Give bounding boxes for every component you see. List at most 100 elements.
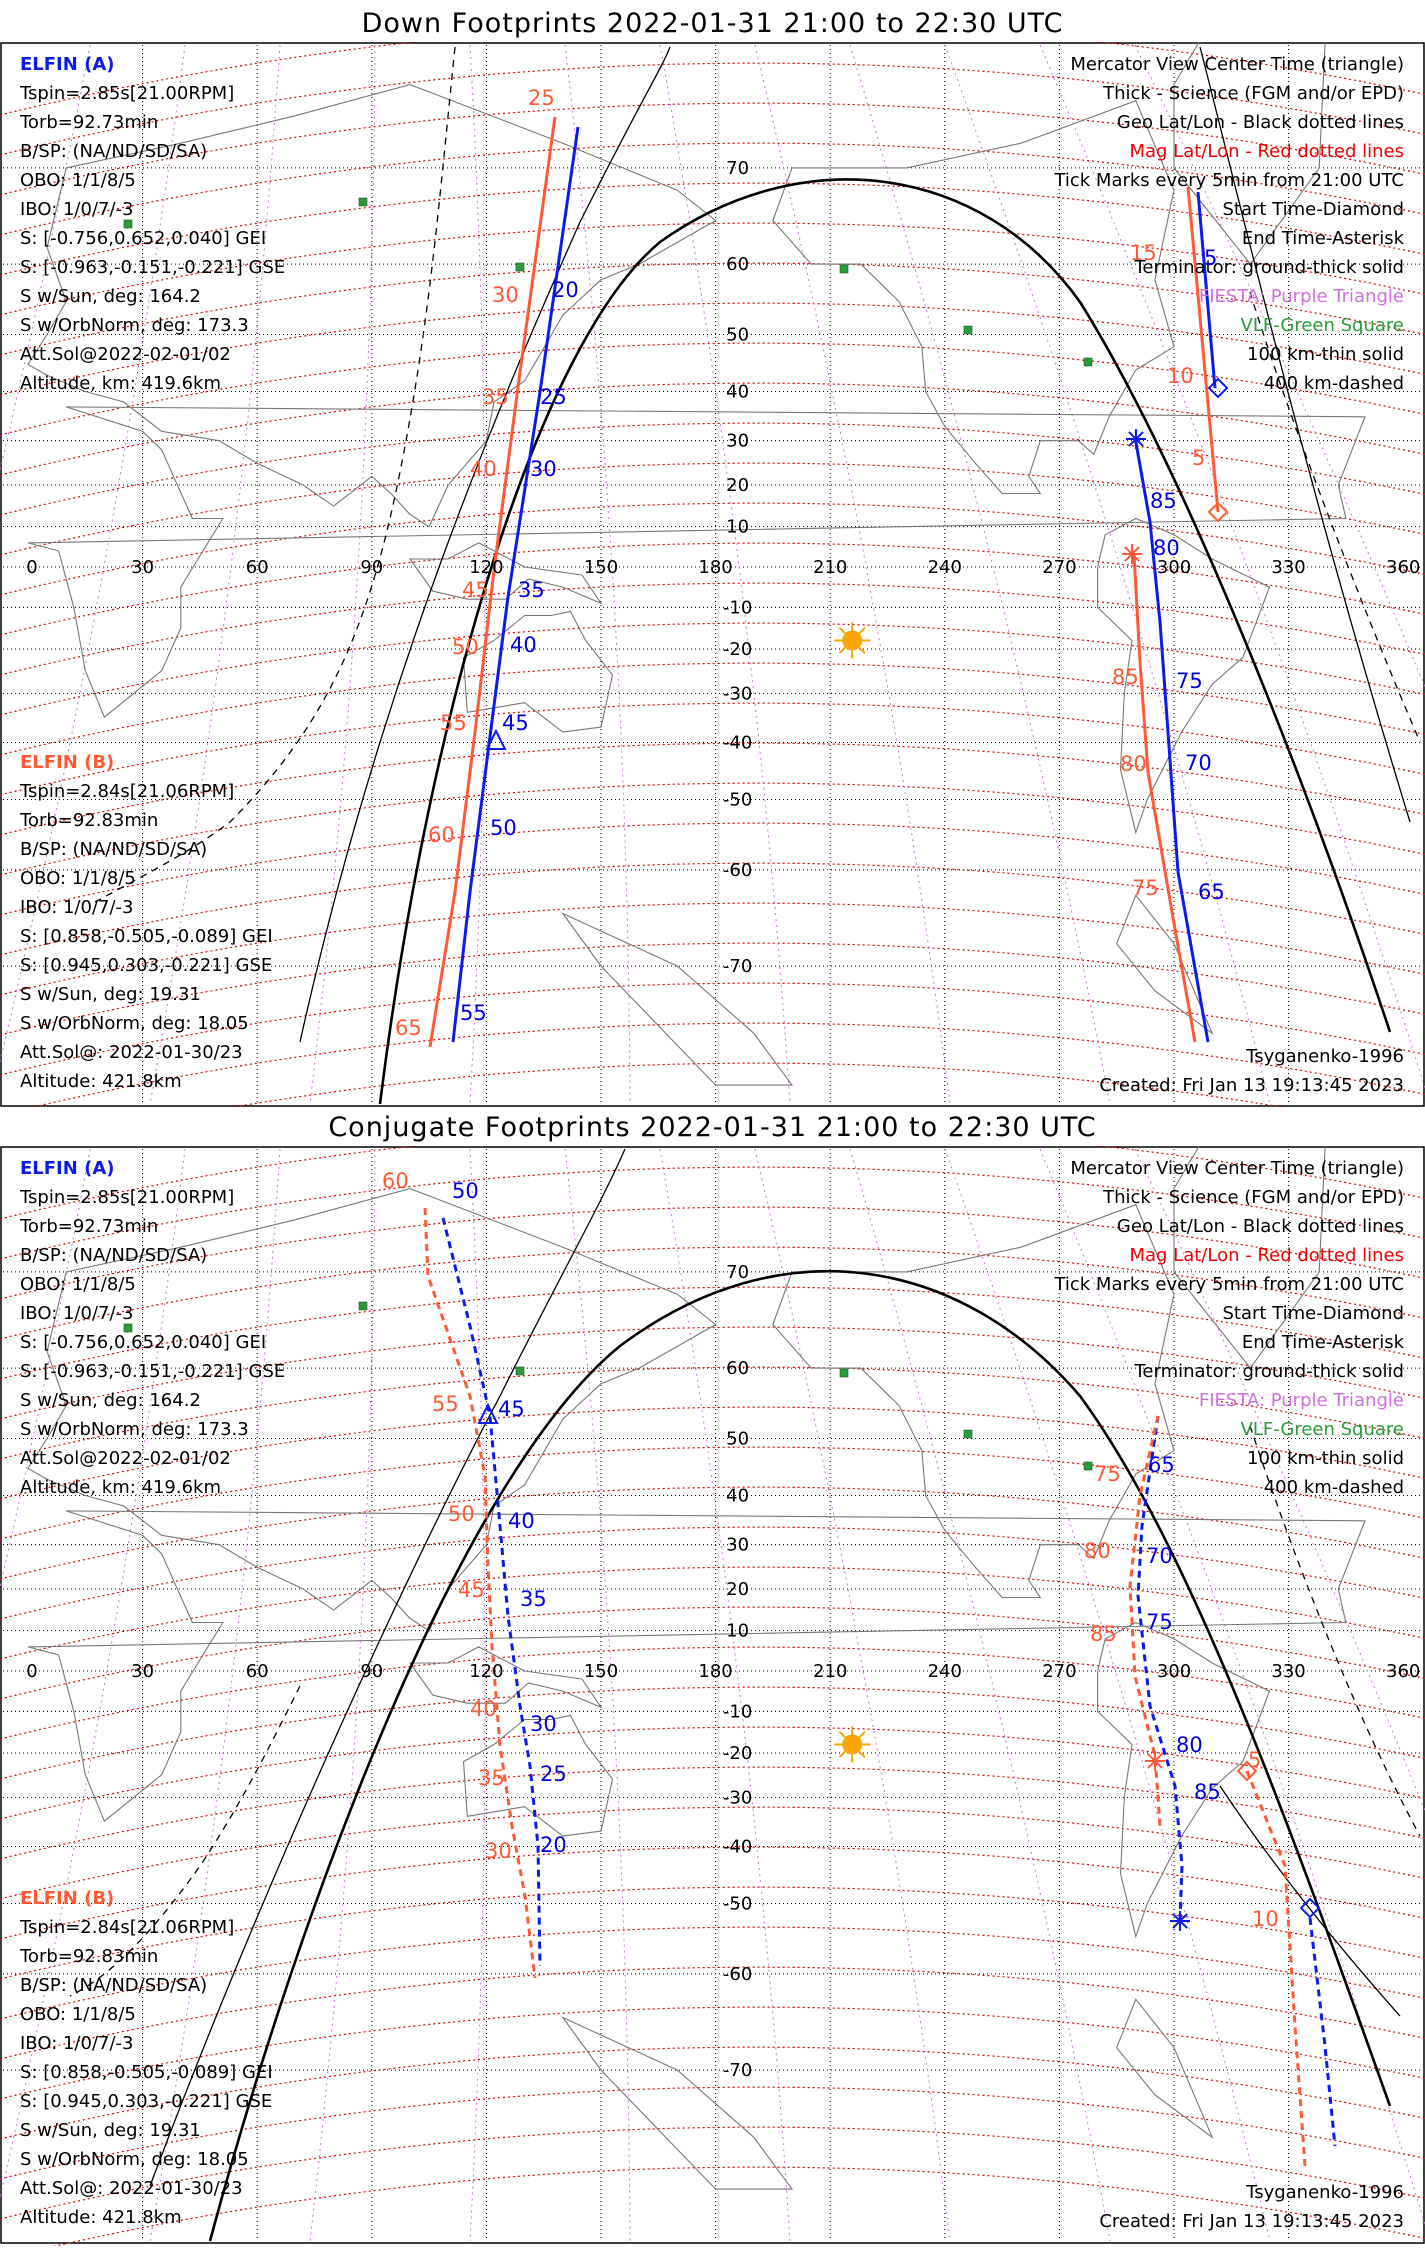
mag-meridian — [944, 1148, 1271, 2242]
svg-text:VLF-Green Square: VLF-Green Square — [1241, 1419, 1404, 1440]
mag-latitude-line — [0, 1366, 1425, 1460]
mag-latitude-line — [0, 1846, 1425, 1940]
track-label: 40 — [470, 1697, 497, 1721]
svg-text:Att.Sol@2022-02-01/02: Att.Sol@2022-02-01/02 — [20, 1448, 231, 1469]
svg-text:OBO: 1/1/8/5: OBO: 1/1/8/5 — [20, 2004, 136, 2025]
mag-latitude-line — [0, 102, 1425, 196]
vlf-station-square — [963, 1429, 973, 1439]
track-label: 35 — [482, 385, 509, 409]
latitude-tick-label: -60 — [723, 860, 752, 881]
mag-latitude-line — [52, 2166, 1425, 2246]
svg-text:B/SP: (NA/ND/SD/SA): B/SP: (NA/ND/SD/SA) — [20, 1245, 207, 1266]
latitude-tick-label: -20 — [723, 1743, 752, 1764]
track-label: 5 — [1192, 446, 1205, 470]
svg-text:Start Time-Diamond: Start Time-Diamond — [1222, 1303, 1404, 1324]
track-label: 20 — [552, 278, 579, 302]
svg-text:End Time-Asterisk: End Time-Asterisk — [1242, 228, 1405, 249]
mag-latitude-line — [0, 222, 1425, 316]
track-label: 30 — [485, 1839, 512, 1863]
landmass-outline — [27, 406, 1366, 719]
track-label: 80 — [1176, 1733, 1203, 1757]
track-label: 5 — [1248, 1748, 1261, 1772]
elfin-b-info: ELFIN (B) Tspin=2.84s[21.06RPM] Torb=92.… — [19, 752, 273, 1092]
track-label: 10 — [1167, 364, 1194, 388]
end-asterisk — [1122, 544, 1142, 564]
track-label: 65 — [1148, 1453, 1175, 1477]
mag-meridian — [469, 1148, 486, 2242]
mag-latitude-line — [0, 542, 1425, 636]
latitude-tick-label: 20 — [726, 475, 749, 496]
svg-text:Mag Lat/Lon - Red dotted lines: Mag Lat/Lon - Red dotted lines — [1129, 141, 1404, 162]
latitude-tick-label: -30 — [723, 1787, 752, 1808]
mag-latitude-line — [0, 2126, 1425, 2220]
vlf-station-square — [358, 1301, 368, 1311]
svg-text:Altitude: 421.8km: Altitude: 421.8km — [20, 1071, 182, 1092]
track-label: 55 — [432, 1392, 459, 1416]
longitude-tick-label: 150 — [584, 1661, 618, 1682]
svg-text:FIESTA: Purple Triangle: FIESTA: Purple Triangle — [1199, 286, 1404, 307]
svg-text:Tick Marks every 5min from 21:: Tick Marks every 5min from 21:00 UTC — [1053, 170, 1404, 191]
track-label: 85 — [1150, 489, 1177, 513]
track-labels-red: 60 55 50 45 40 35 30 75 80 85 5 10 — [382, 1169, 1279, 1931]
mag-meridian — [149, 1148, 281, 2242]
landmass-outline — [772, 1204, 1175, 1599]
mag-latitude-line — [0, 582, 1425, 676]
track-labels-blue: 50 45 40 35 30 25 20 65 70 75 80 85 — [452, 1179, 1221, 1857]
mag-latitude-line — [0, 1206, 1425, 1300]
mag-latitude-line — [0, 422, 1425, 516]
svg-text:S w/OrbNorm, deg: 173.3: S w/OrbNorm, deg: 173.3 — [20, 1419, 249, 1440]
mag-meridian — [1039, 44, 1425, 1090]
longitude-tick-label: 300 — [1157, 1661, 1191, 1682]
model-label: Tsyganenko-1996 — [1245, 2182, 1404, 2203]
track-label: 5 — [1204, 246, 1217, 270]
map-conjugate-footprints: 0 30 60 90 120 150 180 210 240 270 300 330 360706050… — [0, 1146, 1425, 2246]
mag-meridian — [659, 1148, 791, 2242]
svg-text:Thick - Science (FGM and/or EP: Thick - Science (FGM and/or EPD) — [1102, 1187, 1404, 1208]
track-label: 85 — [1090, 1622, 1117, 1646]
mag-latitude-line — [0, 142, 1425, 236]
latitude-tick-label: 70 — [726, 1262, 749, 1283]
mag-latitude-line — [0, 1726, 1425, 1820]
longitude-tick-label: 330 — [1271, 1661, 1305, 1682]
mag-latitude-line — [0, 2086, 1425, 2180]
sun-icon — [842, 630, 863, 651]
landmass-outline — [1116, 894, 1214, 1035]
landmass-outline — [27, 1188, 717, 1632]
mag-latitude-line — [0, 1646, 1425, 1740]
mag-latitude-line — [0, 342, 1425, 436]
mag-meridian — [849, 44, 1111, 1105]
svg-text:End Time-Asterisk: End Time-Asterisk — [1242, 1332, 1405, 1353]
mag-latitude-line — [0, 1526, 1425, 1620]
track-label: 70 — [1185, 751, 1212, 775]
mag-latitude-line — [0, 1806, 1425, 1900]
landmass-outline — [462, 1714, 614, 1837]
longitude-tick-label: 90 — [360, 557, 383, 578]
track-label: 45 — [502, 711, 529, 735]
latitude-tick-label: -10 — [723, 597, 752, 618]
panel-title-conjugate: Conjugate Footprints 2022-01-31 21:00 to… — [328, 1112, 1097, 1143]
sun-ray — [838, 1750, 846, 1758]
latitude-tick-label: -30 — [723, 683, 752, 704]
mag-latitude-line — [0, 822, 1425, 916]
svg-text:OBO: 1/1/8/5: OBO: 1/1/8/5 — [20, 170, 136, 191]
legend: Mercator View Center Time (triangle) Thi… — [1053, 54, 1404, 394]
mag-latitude-line — [230, 1062, 1285, 1107]
svg-text:S w/Sun, deg: 164.2: S w/Sun, deg: 164.2 — [20, 286, 201, 307]
mag-meridian — [0, 1148, 186, 2200]
vlf-station-square — [839, 264, 849, 274]
track-label: 35 — [520, 1587, 547, 1611]
terminator-400km — [69, 1425, 1421, 1997]
track-label: 75 — [1132, 876, 1159, 900]
svg-text:S w/OrbNorm, deg: 18.05: S w/OrbNorm, deg: 18.05 — [20, 1013, 249, 1034]
track-label: 25 — [540, 1762, 567, 1786]
svg-text:Torb=92.83min: Torb=92.83min — [19, 1946, 158, 1967]
latitude-tick-label: 10 — [726, 517, 749, 538]
end-asterisk — [1170, 1911, 1190, 1931]
vlf-station-square — [515, 1366, 525, 1376]
svg-text:Mag Lat/Lon - Red dotted lines: Mag Lat/Lon - Red dotted lines — [1129, 1245, 1404, 1266]
created-label: Created: Fri Jan 13 19:13:45 2023 — [1099, 2211, 1404, 2232]
landmass-outline — [1173, 1146, 1326, 1370]
svg-text:S w/Sun, deg: 19.31: S w/Sun, deg: 19.31 — [20, 984, 201, 1005]
mag-latitude-line — [0, 782, 1425, 876]
mag-latitude-line — [0, 742, 1425, 836]
